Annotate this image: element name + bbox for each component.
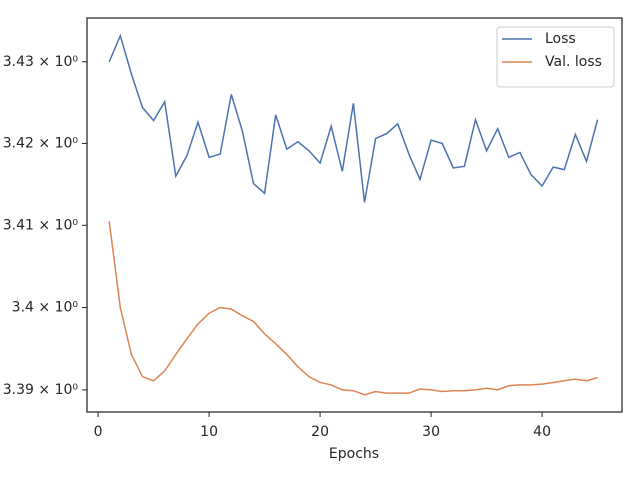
plot-frame — [86, 17, 623, 413]
x-tick-label: 30 — [422, 424, 440, 440]
legend-box — [496, 26, 615, 88]
x-tick-label: 40 — [533, 424, 551, 440]
x-tick-label: 0 — [94, 424, 103, 440]
legend-label: Val. loss — [545, 54, 602, 70]
y-tick-label: 3.42 × 10⁰ — [3, 135, 79, 151]
y-tick-label: 3.43 × 10⁰ — [3, 54, 79, 70]
data-line — [108, 221, 598, 396]
y-tick-label: 3.4 × 10⁰ — [12, 299, 79, 315]
x-tick-label: 20 — [311, 424, 329, 440]
data-line — [108, 33, 599, 203]
y-tick-label: 3.39 × 10⁰ — [3, 382, 79, 398]
legend-label: Loss — [545, 31, 576, 47]
x-tick-label: 10 — [200, 424, 218, 440]
y-tick-label: 3.41 × 10⁰ — [3, 217, 79, 233]
x-axis-label: Epochs — [329, 446, 379, 462]
